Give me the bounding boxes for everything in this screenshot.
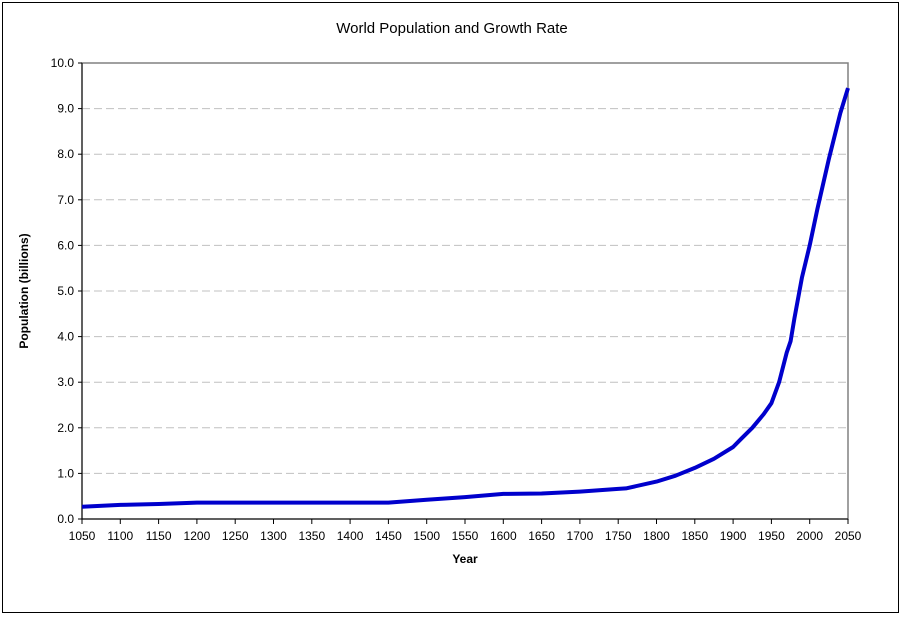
y-tick-label: 10.0	[51, 56, 75, 70]
x-tick-label: 1100	[107, 529, 133, 543]
x-tick-label: 1700	[567, 529, 594, 543]
x-tick-label: 1050	[69, 529, 96, 543]
x-tick-label: 1150	[146, 529, 172, 543]
x-tick-label: 1900	[720, 529, 747, 543]
x-tick-label: 1500	[413, 529, 440, 543]
y-tick-label: 7.0	[57, 193, 74, 207]
y-tick-label: 0.0	[57, 512, 74, 526]
y-tick-label: 6.0	[57, 238, 74, 252]
x-tick-label: 1250	[222, 529, 249, 543]
y-tick-label: 8.0	[57, 147, 74, 161]
x-tick-label: 1600	[490, 529, 517, 543]
x-tick-label: 1450	[375, 529, 402, 543]
x-tick-label: 1800	[643, 529, 670, 543]
x-tick-label: 2050	[835, 529, 862, 543]
x-tick-label: 1350	[298, 529, 325, 543]
y-tick-label: 3.0	[57, 375, 74, 389]
x-tick-label: 2000	[796, 529, 823, 543]
y-axis-label: Population (billions)	[17, 233, 31, 348]
x-tick-label: 1400	[337, 529, 364, 543]
y-tick-label: 4.0	[57, 330, 74, 344]
x-tick-label: 1300	[260, 529, 287, 543]
chart-title: World Population and Growth Rate	[336, 20, 568, 37]
x-tick-label: 1650	[528, 529, 555, 543]
y-tick-label: 9.0	[57, 102, 74, 116]
x-tick-label: 1550	[452, 529, 479, 543]
x-tick-label: 1200	[184, 529, 211, 543]
y-tick-label: 5.0	[57, 284, 74, 298]
x-tick-label: 1950	[758, 529, 785, 543]
y-tick-label: 2.0	[57, 421, 74, 435]
y-tick-label: 1.0	[57, 466, 74, 480]
x-tick-label: 1750	[605, 529, 632, 543]
x-axis-label: Year	[452, 552, 478, 566]
population-line	[81, 87, 850, 509]
x-tick-label: 1850	[681, 529, 708, 543]
